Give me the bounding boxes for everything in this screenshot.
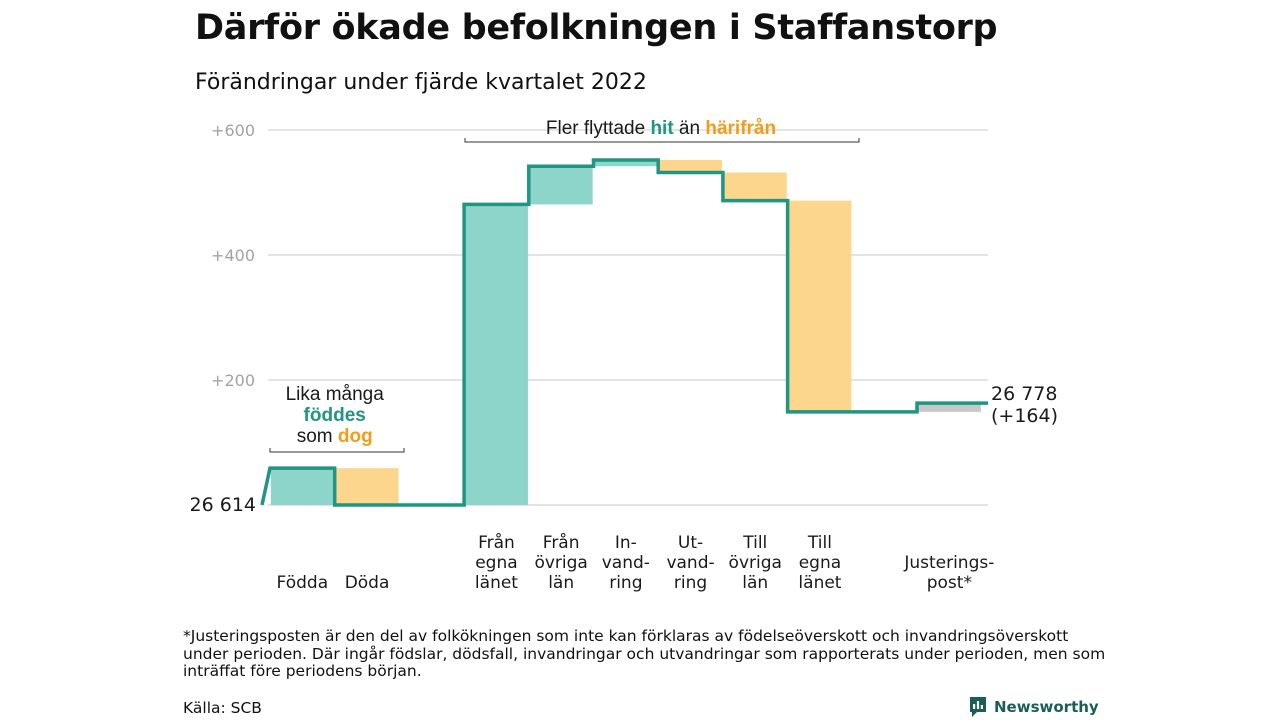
y-tick-label: +400: [211, 246, 255, 265]
annotation-text: som dog: [297, 426, 373, 447]
category-label: Till: [807, 533, 832, 553]
category-label: ring: [609, 573, 642, 593]
category-label: län: [742, 573, 768, 593]
running-total-line: [260, 158, 988, 507]
annotation-bracket: [464, 138, 860, 143]
waterfall-bar: [464, 204, 528, 505]
waterfall-bar: [659, 160, 723, 173]
category-label: övriga: [534, 553, 587, 573]
category-label: Till: [742, 533, 767, 553]
footnote: *Justeringsposten är den del av folkökni…: [183, 627, 1106, 680]
category-label: vand-: [602, 553, 650, 573]
waterfall-bar: [788, 200, 852, 412]
category-label: Ut-: [678, 533, 703, 553]
annotation-text: Fler flyttade hit än härifrån: [546, 118, 776, 139]
source: Källa: SCB: [183, 699, 262, 717]
brand-logo: Newsworthy: [968, 696, 1099, 718]
category-label: Från: [543, 532, 580, 553]
waterfall-bar: [917, 403, 981, 412]
start-value-label: 26 614: [190, 494, 256, 516]
category-label: Döda: [345, 573, 390, 593]
category-label: Från: [478, 532, 515, 553]
y-tick-label: +600: [211, 121, 255, 140]
gridlines: [268, 129, 988, 506]
chart-title: Därför ökade befolkningen i Staffanstorp: [195, 8, 998, 48]
waterfall-bar: [335, 468, 399, 505]
waterfall-bar: [270, 468, 334, 505]
category-label: post*: [927, 573, 972, 593]
running-total-line: [260, 158, 988, 507]
category-label: länet: [798, 573, 841, 593]
annotation-text: föddes: [304, 405, 366, 426]
waterfall-bar: [594, 160, 658, 167]
y-tick-label: +200: [211, 371, 255, 390]
category-label: vand-: [666, 553, 714, 573]
category-label: övriga: [729, 553, 782, 573]
annotation-bracket: [269, 448, 405, 453]
category-label: egna: [475, 553, 517, 573]
chart-subtitle: Förändringar under fjärde kvartalet 2022: [195, 70, 647, 95]
waterfall-bar: [529, 166, 593, 205]
end-value-label: 26 778: [991, 383, 1057, 405]
waterfall-bar: [723, 172, 787, 201]
category-label: egna: [799, 553, 841, 573]
category-label: Justerings-: [903, 553, 994, 573]
annotation-text: Lika många: [286, 384, 385, 405]
category-label: ring: [674, 573, 707, 593]
end-change-label: (+164): [991, 405, 1058, 427]
brand-name: Newsworthy: [994, 698, 1099, 716]
category-label: län: [548, 573, 574, 593]
category-label: länet: [475, 573, 518, 593]
category-label: In-: [615, 533, 637, 553]
newsworthy-logo-icon: [970, 697, 986, 717]
bars: [270, 160, 981, 505]
category-label: Födda: [277, 573, 329, 593]
